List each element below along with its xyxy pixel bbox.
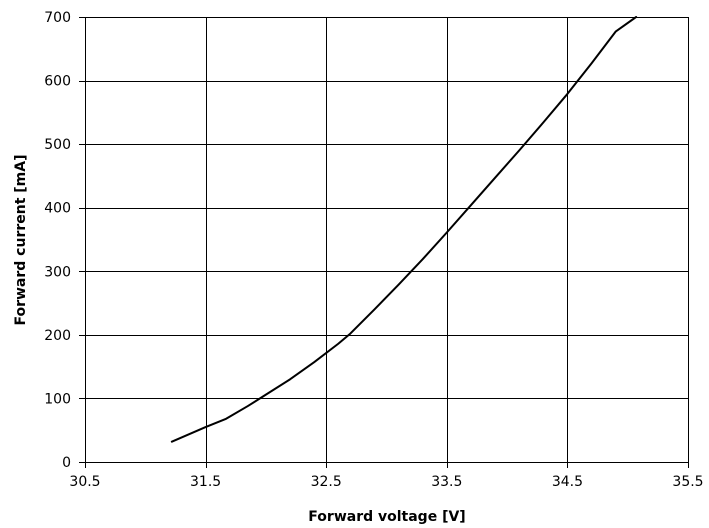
x-tick-label: 34.5 [552,474,583,490]
y-tick-label: 700 [44,10,71,26]
x-tick-label: 31.5 [190,474,221,490]
x-tick-label: 35.5 [672,474,703,490]
series [170,16,638,443]
grid [85,17,689,463]
tick-labels: 30.5 31.5 32.5 33.5 34.5 35.5 0 100 200 300 400 500… [44,10,703,490]
x-tick-label: 30.5 [69,474,100,490]
y-tick-label: 500 [44,137,71,153]
series-line-0 [170,16,638,443]
axes [79,17,689,468]
y-tick-label: 200 [44,328,71,344]
y-tick-label: 400 [44,201,71,217]
x-tick-label: 33.5 [431,474,462,490]
y-tick-label: 0 [62,455,71,471]
y-tick-label: 600 [44,74,71,90]
y-axis-title: Forward current [mA] [13,154,29,325]
y-tick-label: 100 [44,391,71,407]
x-axis-title: Forward voltage [V] [308,509,465,525]
y-tick-label: 300 [44,264,71,280]
x-tick-label: 32.5 [311,474,342,490]
